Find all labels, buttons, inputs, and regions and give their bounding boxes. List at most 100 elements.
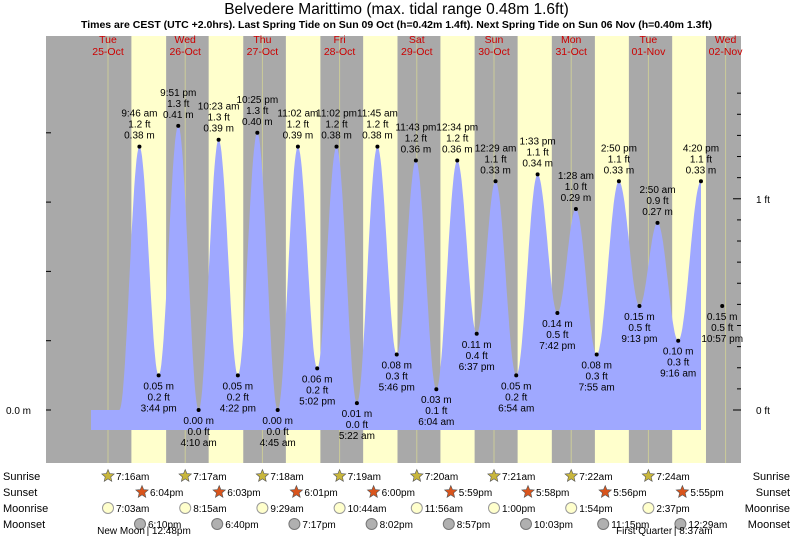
moonset-icon [442,518,455,530]
row-label-right: Moonrise [745,503,790,515]
sunrise-time: 7:20am [425,472,458,483]
tide-label-line: 0.10 m [663,347,694,358]
tide-point [594,352,599,357]
day-header-dow: Thu [253,34,271,46]
low-tide-label: 0.14 m0.5 ft7:42 pm [539,310,575,352]
low-tide-label: 0.11 m0.4 ft6:37 pm [459,331,495,373]
tide-label-line: 0.9 ft [646,196,668,207]
tide-label-line: 0.00 m [183,416,214,427]
tide-label-line: 11:02 pm [316,109,357,120]
tide-label-line: 2:50 am [639,185,675,196]
tide-label-line: 4:45 am [260,438,296,449]
day-header-date: 30-Oct [478,46,510,58]
sunrise-icon [178,468,193,482]
tide-label-line: 4:22 pm [220,403,256,414]
tide-label-line: 0.0 ft [346,420,368,431]
low-tide-label: 0.00 m0.0 ft4:10 am [181,408,217,449]
tide-label-line: 0.33 m [604,165,635,176]
moonrise-icon [565,502,578,514]
tide-label-line: 7:55 am [579,383,615,394]
moonrise-icon [179,502,192,514]
sunset-time: 5:55pm [690,488,723,499]
tide-point [637,304,642,309]
tide-label-line: 0.36 m [442,145,473,156]
moonrise-time: 8:15am [193,504,226,515]
tide-area [91,125,701,431]
tide-label-line: 0.34 m [522,158,553,169]
day-header-dow: Tue [640,34,658,46]
tide-label-line: 0.39 m [283,131,314,142]
tide-label-line: 0.0 ft [188,427,210,438]
tide-point [720,304,725,309]
tide-point [196,408,201,412]
moonset-icon [134,518,146,530]
tide-point [394,352,399,357]
tide-label-line: 0.1 ft [425,406,447,417]
tide-label-line: 1.3 ft [246,106,268,117]
day-header-dow: Wed [715,34,737,46]
tide-point [555,310,560,315]
moonrise-time: 7:03am [116,504,149,515]
tide-label-line: 0.5 ft [711,323,733,334]
tide-label-line: 0.00 m [262,416,293,427]
moonrise-time: 1:00pm [502,504,535,515]
right-axis-label: 0 ft [756,406,770,417]
moonset-icon [211,518,224,530]
moonrise-icon [410,502,423,514]
tide-label-line: 0.36 m [401,145,432,156]
tide-label-line: 0.11 m [462,340,492,351]
row-label-right: Sunset [756,487,790,499]
moonset-icon [288,518,301,530]
tide-label-line: 9:13 pm [621,334,657,345]
sunrise-icon [101,468,115,482]
tide-label-line: 11:02 am [277,109,318,120]
sunrise-time: 7:18am [270,472,303,483]
tide-label-line: 1.1 ft [608,154,630,165]
tide-label-line: 0.2 ft [306,385,328,396]
high-tide-label: 9:46 am1.2 ft0.38 m [121,109,157,149]
low-tide-label: 0.00 m0.0 ft4:45 am [260,408,296,449]
day-header-dow: Fri [333,34,345,46]
sunrise-time: 7:21am [502,472,535,483]
sunset-time: 6:04pm [150,488,183,499]
tide-label-line: 5:22 am [339,431,375,442]
moonrise-time: 9:29am [270,504,303,515]
tide-label-line: 0.08 m [581,361,612,372]
tide-label-line: 0.2 ft [148,392,170,403]
day-header-date: 31-Oct [555,46,587,58]
low-tide-label: 0.05 m0.2 ft3:44 pm [141,373,177,414]
moonrise-icon [256,502,269,514]
tide-label-line: 12:34 pm [436,123,478,134]
right-axis-label: 1 ft [756,195,770,206]
row-label-left: Sunset [3,487,37,499]
tide-point [255,130,260,135]
high-tide-label: 10:23 am1.3 ft0.39 m [198,102,239,142]
day-header-dow: Tue [99,34,117,46]
chart-subtitle: Times are CEST (UTC +2.0hrs). Last Sprin… [80,19,713,31]
moon-phase-time: 8:37am [679,526,712,537]
high-tide-label: 11:02 pm1.2 ft0.38 m [316,109,357,149]
moonset-time: 6:40pm [225,520,258,531]
tide-label-line: 0.08 m [381,361,412,372]
tide-label-line: 0.3 ft [667,358,689,369]
high-tide-label: 2:50 pm1.1 ft0.33 m [601,143,637,184]
tide-point [474,331,479,336]
tide-label-line: 1.1 ft [526,147,548,158]
high-tide-label: 12:29 am1.1 ft0.33 m [475,143,516,184]
high-tide-label: 4:20 pm1.1 ft0.33 m [683,143,719,184]
tide-point [413,158,418,163]
tide-point [455,158,460,163]
tide-label-line: 1:33 pm [520,136,556,147]
sunset-icon [289,484,304,498]
sunset-icon [366,484,381,498]
tide-label-line: 0.33 m [686,165,717,176]
moonset-time: 6:10pm [148,520,181,531]
moonrise-time: 1:54pm [579,504,612,515]
tide-label-line: 0.33 m [480,165,511,176]
tide-point [216,137,221,142]
sunset-icon [521,484,535,498]
sunrise-time: 7:22am [579,472,612,483]
tide-label-line: 9:46 am [121,109,157,120]
moonrise-icon [642,502,655,514]
low-tide-label: 0.10 m0.3 ft9:16 am [660,338,696,380]
